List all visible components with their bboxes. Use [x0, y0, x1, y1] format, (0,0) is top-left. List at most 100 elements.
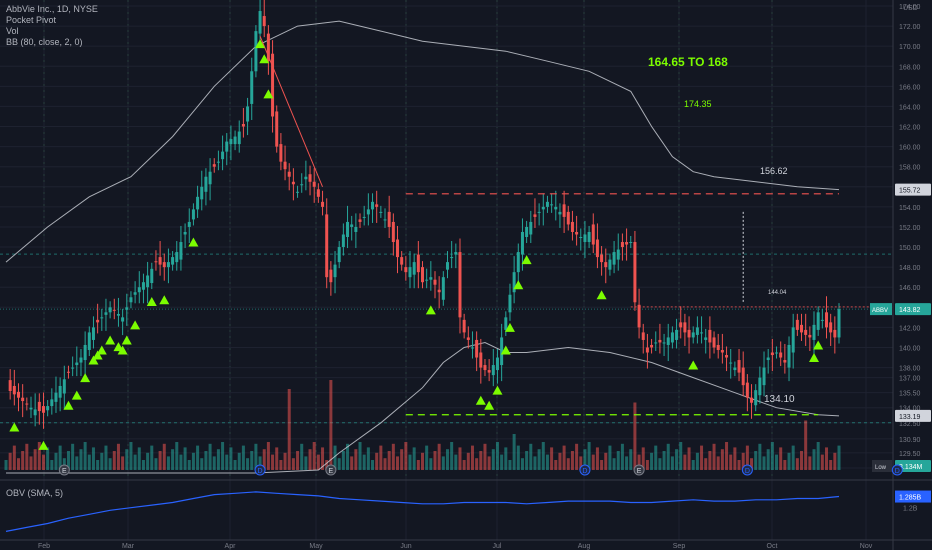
candle-body	[737, 360, 741, 373]
volume-bar	[754, 451, 758, 470]
pocket-pivot-marker	[809, 353, 820, 363]
candle-body	[437, 289, 441, 293]
candle-body	[825, 312, 829, 328]
volume-bar	[641, 447, 645, 470]
volume-bar	[104, 445, 108, 470]
obv-legend[interactable]: OBV (SMA, 5)	[6, 488, 64, 498]
x-tick-label: Feb	[38, 543, 50, 550]
volume-bar	[508, 460, 512, 470]
earnings-marker[interactable]	[325, 464, 337, 476]
volume-bar	[550, 447, 554, 470]
volume-bar	[583, 449, 587, 470]
candle-body	[591, 224, 595, 245]
candle-body	[354, 226, 358, 232]
volume-bar	[416, 460, 420, 470]
volume-bar	[304, 456, 308, 470]
volume-bar	[29, 456, 33, 470]
candle-body	[633, 242, 637, 303]
volume-bar	[537, 449, 541, 470]
y-tick-label: 142.00	[899, 325, 921, 332]
candle-body	[71, 367, 75, 369]
candle-body	[595, 239, 599, 258]
candle-body	[645, 347, 649, 353]
candle-body	[396, 239, 400, 258]
volume-bar	[704, 458, 708, 470]
pocket-pivot-marker	[255, 39, 266, 49]
candle-body	[791, 327, 795, 353]
pocket-pivot-marker	[484, 400, 495, 410]
candle-body	[341, 234, 345, 248]
volume-bar	[466, 452, 470, 470]
candle-body	[641, 332, 645, 340]
dividend-marker-label: D	[582, 468, 587, 475]
volume-bar	[587, 442, 591, 470]
candle-body	[366, 209, 370, 215]
candle-body	[229, 139, 233, 145]
volume-bar	[525, 451, 529, 470]
candle-body	[41, 406, 45, 413]
candle-body	[50, 399, 54, 407]
volume-bar	[616, 451, 620, 470]
y-tick-label: 138.00	[899, 366, 921, 373]
indicator-volume[interactable]: Vol	[6, 26, 19, 36]
volume-bar	[766, 449, 770, 470]
pocket-pivot-marker	[188, 237, 199, 247]
indicator-bollinger[interactable]: BB (80, close, 2, 0)	[6, 37, 83, 47]
tag-upper-band: 155.72	[899, 188, 921, 195]
tag-obv-bg	[895, 490, 931, 503]
volume-bar	[470, 445, 474, 470]
volume-bar	[41, 454, 45, 470]
dividend-marker[interactable]	[741, 464, 753, 476]
candle-body	[833, 329, 837, 338]
candle-body	[758, 377, 762, 396]
candle-body	[187, 221, 191, 227]
candle-body	[154, 261, 158, 263]
volume-bar	[591, 454, 595, 470]
candle-body	[91, 327, 95, 340]
candle-body	[246, 106, 250, 122]
volume-bar	[512, 434, 516, 470]
candle-body	[704, 337, 708, 340]
dividend-marker[interactable]	[891, 464, 903, 476]
candle-body	[454, 252, 458, 255]
candle-body	[425, 279, 429, 281]
volume-bar	[137, 447, 141, 470]
candle-body	[271, 53, 275, 117]
candle-body	[583, 234, 587, 243]
dividend-marker[interactable]	[254, 464, 266, 476]
volume-bar	[283, 452, 287, 470]
candle-body	[79, 357, 83, 363]
dividend-marker[interactable]	[579, 464, 591, 476]
volume-bar	[808, 456, 812, 470]
candle-body	[212, 164, 216, 167]
candle-body	[625, 242, 629, 245]
earnings-marker[interactable]	[58, 464, 70, 476]
volume-bar	[795, 458, 799, 470]
candle-body	[62, 379, 66, 394]
volume-bar	[700, 445, 704, 470]
volume-bar	[275, 447, 279, 470]
candle-body	[166, 262, 170, 268]
volume-bar	[241, 445, 245, 470]
candle-body	[325, 214, 329, 278]
volume-bar	[287, 389, 291, 470]
volume-bar	[229, 447, 233, 470]
tag-volume-value-bg	[895, 460, 931, 472]
indicator-pocket-pivot[interactable]: Pocket Pivot	[6, 15, 57, 25]
symbol-title[interactable]: AbbVie Inc., 1D, NYSE	[6, 4, 98, 14]
volume-bar	[271, 454, 275, 470]
volume-bar	[650, 452, 654, 470]
candle-body	[712, 337, 716, 348]
candle-body	[262, 16, 266, 27]
volume-bar	[666, 443, 670, 470]
volume-bar	[279, 460, 283, 470]
volume-bar	[204, 451, 208, 470]
candle-body	[708, 329, 712, 343]
volume-bar	[175, 442, 179, 470]
volume-bar	[75, 456, 79, 470]
earnings-marker[interactable]	[633, 464, 645, 476]
candle-body	[304, 176, 308, 180]
volume-bar	[158, 451, 162, 470]
volume-bar	[254, 443, 258, 470]
